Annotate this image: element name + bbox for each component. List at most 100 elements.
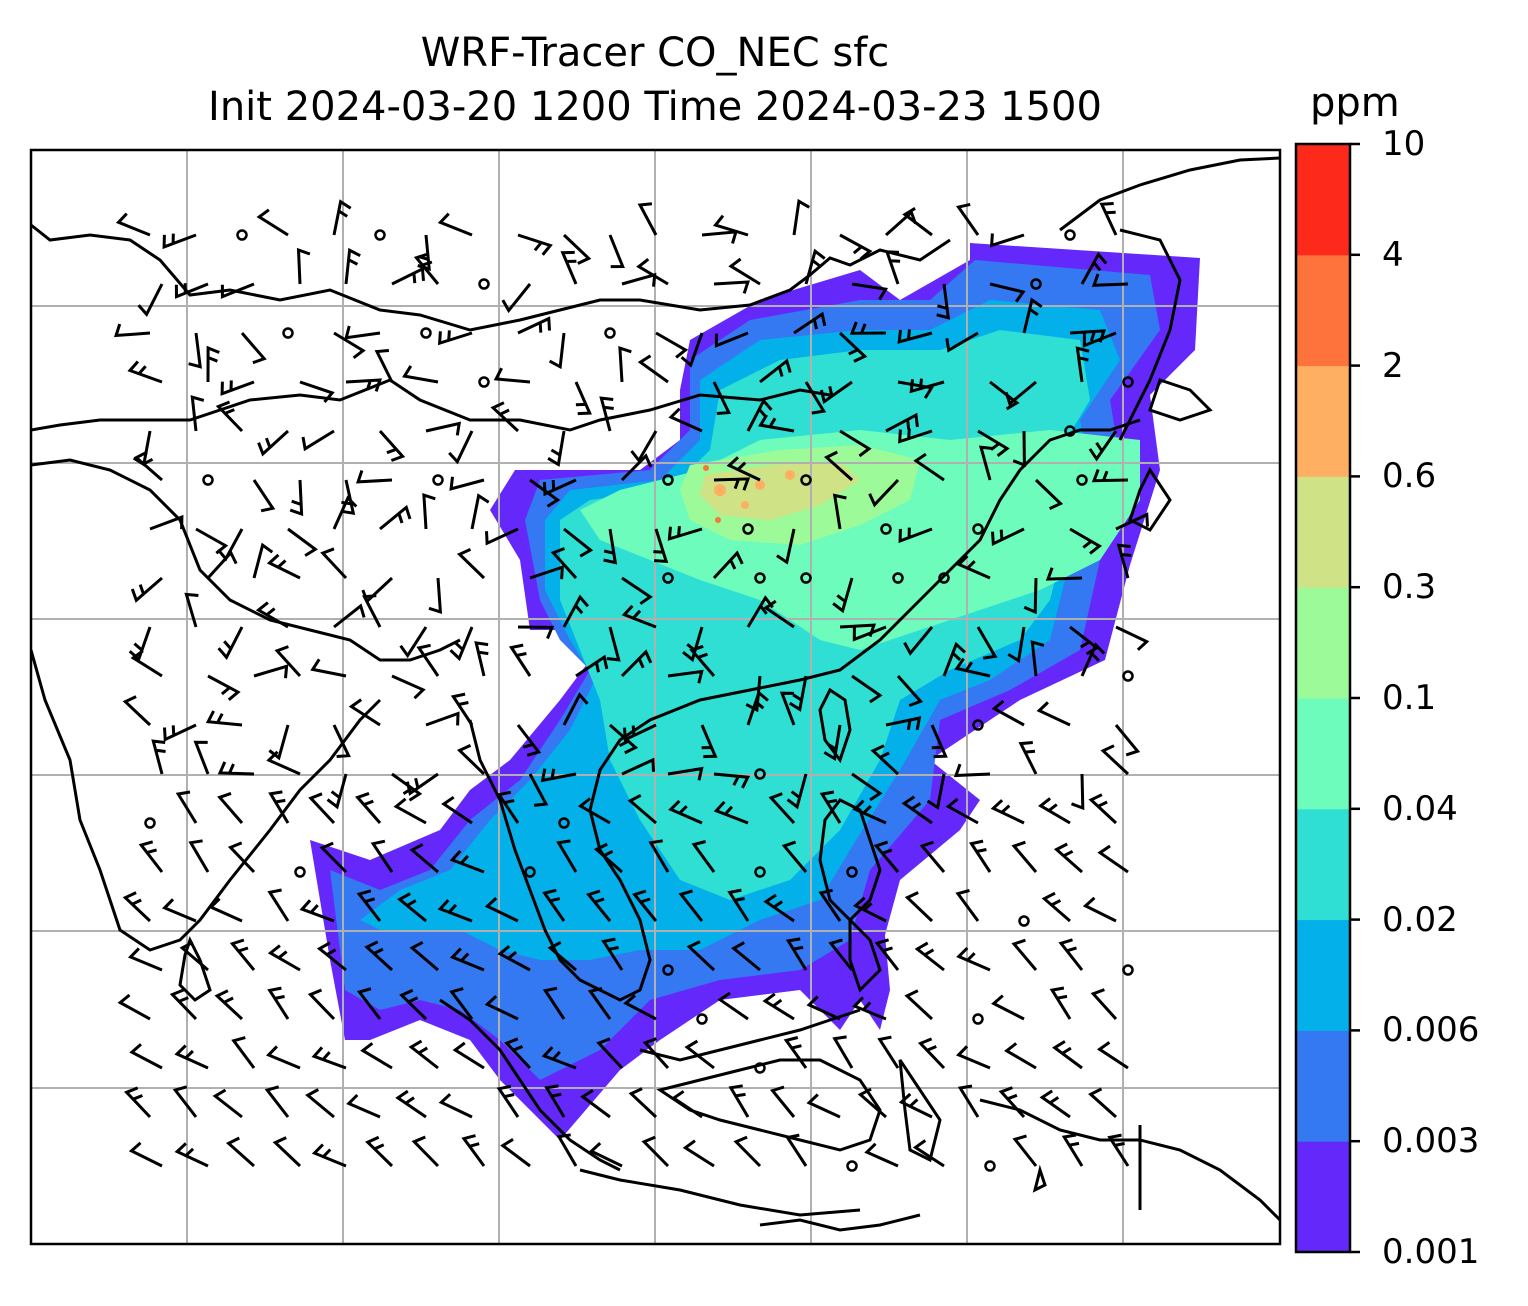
wind-barb (852, 625, 887, 642)
calm-wind-marker (1076, 474, 1088, 486)
wind-barb (117, 993, 151, 1021)
wind-barb (874, 938, 900, 971)
wind-barb (311, 1143, 347, 1168)
wind-barb (217, 626, 244, 660)
wind-barb (851, 282, 889, 301)
wind-barb (391, 266, 425, 286)
wind-barb (785, 1133, 808, 1167)
wind-barb (642, 1037, 670, 1070)
wind-barb (137, 283, 164, 317)
wind-barb (274, 645, 302, 678)
wind-barb (397, 892, 427, 923)
calm-wind-marker (846, 866, 858, 878)
wind-barb (206, 550, 238, 580)
wind-barb (206, 345, 220, 383)
wind-barb (504, 1037, 532, 1070)
wind-barb (547, 430, 566, 467)
wind-barb (1022, 297, 1043, 334)
wind-barb (253, 664, 289, 679)
wind-barb (580, 1089, 611, 1119)
wind-barb (496, 1084, 520, 1118)
calm-wind-marker (972, 523, 984, 535)
wind-barb (667, 525, 703, 541)
wind-barb (870, 744, 900, 776)
wind-barb (149, 514, 184, 531)
wind-barb (193, 740, 210, 775)
wind-barb (562, 692, 589, 726)
wind-barb (452, 1041, 485, 1070)
calm-wind-marker (432, 474, 444, 486)
tracer-peaks (703, 465, 721, 523)
wind-barb (713, 800, 749, 825)
wind-barb (671, 1090, 703, 1119)
wind-barb (793, 311, 827, 335)
wind-barb (819, 380, 853, 405)
wind-barb (689, 644, 716, 677)
colorbar-unit-label: ppm (1310, 80, 1400, 126)
map-title-line2: Init 2024-03-20 1200 Time 2024-03-23 150… (208, 84, 1102, 130)
wind-barb (587, 986, 612, 1020)
wind-barb (490, 401, 520, 433)
wind-barb (768, 792, 796, 825)
wind-barb (528, 773, 549, 807)
wind-barb (884, 250, 901, 285)
wind-barb (601, 937, 624, 971)
wind-barb (1034, 478, 1064, 510)
wind-barb (496, 790, 520, 824)
wind-barb (1038, 797, 1071, 825)
wind-barb (370, 839, 394, 873)
calm-wind-marker (754, 572, 766, 584)
calm-wind-marker (880, 523, 892, 535)
wind-barb (819, 790, 842, 824)
wind-barb (904, 891, 934, 923)
wind-barb (123, 1086, 152, 1119)
wind-barb (763, 599, 795, 629)
wind-barb (989, 282, 1026, 303)
wind-barb (621, 272, 657, 287)
wind-barb (395, 1089, 427, 1119)
wind-barb (355, 470, 393, 484)
wind-barb (540, 768, 577, 783)
wind-barb (456, 744, 486, 776)
wind-barb (731, 941, 761, 972)
wind-barb (838, 331, 868, 363)
wind-barb (348, 698, 381, 727)
wind-barb (1080, 251, 1108, 285)
wind-barb (195, 527, 229, 555)
wind-barb (319, 841, 348, 874)
colorbar-tick-label: 0.003 (1382, 1121, 1480, 1162)
wind-barb (255, 601, 289, 629)
wind-barb (151, 739, 166, 775)
wind-barb (508, 643, 532, 677)
wind-barb (252, 542, 274, 579)
wind-barb (212, 1088, 243, 1119)
wind-barb (628, 1087, 658, 1119)
wind-barb (896, 675, 924, 707)
wind-barb (680, 332, 704, 368)
wind-barb (169, 988, 198, 1021)
wind-barb (252, 479, 276, 513)
wind-barb (852, 896, 887, 923)
wind-barb (989, 380, 1020, 411)
wind-barb (839, 429, 872, 458)
wind-barb (606, 626, 621, 662)
wind-barb (326, 773, 348, 810)
wind-barb (586, 889, 612, 922)
colorbar-tick-label: 0.001 (1382, 1232, 1480, 1272)
wind-barb (1023, 577, 1038, 615)
wind-barb (493, 367, 531, 384)
wind-barb (1097, 844, 1129, 874)
wind-barb (954, 657, 991, 678)
wind-barb (529, 478, 561, 508)
wind-barb (425, 421, 462, 436)
wind-barb (438, 1093, 473, 1119)
tracer-field-level-6 (700, 462, 860, 520)
colorbar-tick-label: 2 (1382, 345, 1404, 386)
wind-barb (163, 723, 197, 742)
wind-barb (851, 996, 887, 1021)
wind-barb (818, 888, 842, 922)
colorbar-tick-label: 0.3 (1382, 567, 1437, 608)
wind-barb (1012, 430, 1026, 468)
wind-barb (991, 527, 1025, 547)
map-frame (29, 148, 1282, 1246)
